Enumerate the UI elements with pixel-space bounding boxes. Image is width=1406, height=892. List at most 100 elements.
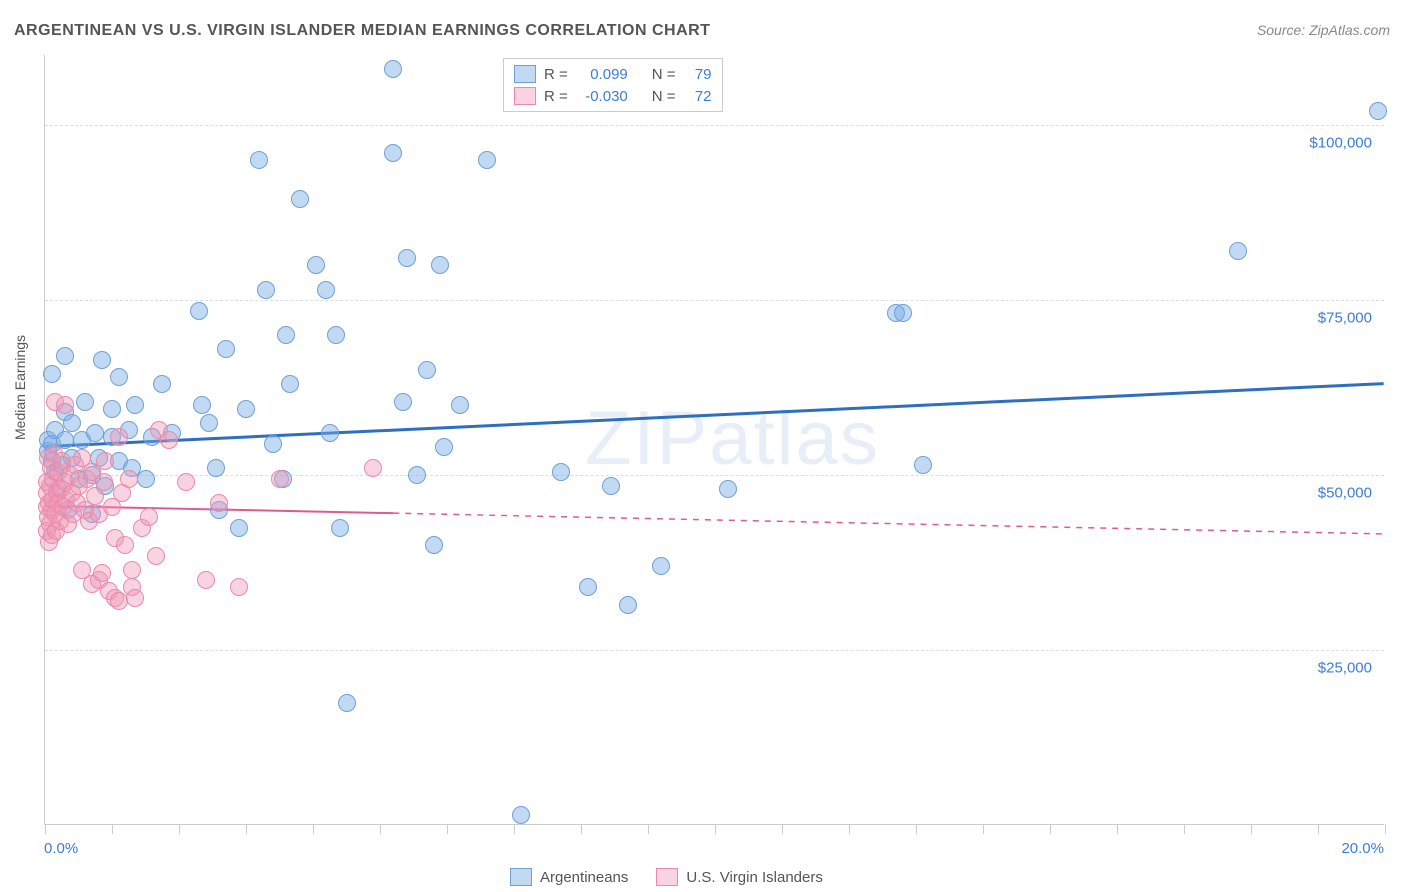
data-point <box>110 592 128 610</box>
data-point <box>338 694 356 712</box>
data-point <box>43 365 61 383</box>
data-point <box>93 564 111 582</box>
x-tick <box>112 824 113 834</box>
legend-r-label: R = <box>544 66 568 83</box>
x-tick <box>916 824 917 834</box>
legend-series: Argentineans U.S. Virgin Islanders <box>510 868 823 886</box>
data-point <box>451 396 469 414</box>
data-point <box>271 470 289 488</box>
legend-row: R = 0.099 N = 79 <box>514 63 712 85</box>
data-point <box>264 435 282 453</box>
legend-series-name: Argentineans <box>540 869 628 886</box>
x-tick <box>648 824 649 834</box>
x-axis-min-label: 0.0% <box>44 840 78 857</box>
legend-r-label: R = <box>544 88 568 105</box>
data-point <box>56 347 74 365</box>
legend-item: U.S. Virgin Islanders <box>656 868 822 886</box>
data-point <box>110 368 128 386</box>
data-point <box>307 256 325 274</box>
legend-swatch <box>656 868 678 886</box>
x-tick <box>45 824 46 834</box>
data-point <box>93 351 111 369</box>
data-point <box>331 519 349 537</box>
data-point <box>512 806 530 824</box>
trendline-extrapolated <box>393 513 1383 534</box>
x-tick <box>1184 824 1185 834</box>
data-point <box>63 414 81 432</box>
data-point <box>120 470 138 488</box>
legend-item: Argentineans <box>510 868 628 886</box>
x-tick <box>581 824 582 834</box>
data-point <box>257 281 275 299</box>
data-point <box>177 473 195 491</box>
y-tick-label: $25,000 <box>1318 660 1372 677</box>
data-point <box>317 281 335 299</box>
data-point <box>291 190 309 208</box>
data-point <box>321 424 339 442</box>
x-tick <box>983 824 984 834</box>
data-point <box>1229 242 1247 260</box>
data-point <box>652 557 670 575</box>
x-tick <box>849 824 850 834</box>
x-tick <box>715 824 716 834</box>
x-tick <box>447 824 448 834</box>
gridline <box>45 650 1384 651</box>
trendlines-layer <box>45 55 1384 824</box>
data-point <box>95 473 113 491</box>
legend-swatch <box>514 87 536 105</box>
data-point <box>408 466 426 484</box>
chart-title: ARGENTINEAN VS U.S. VIRGIN ISLANDER MEDI… <box>14 22 710 40</box>
data-point <box>230 519 248 537</box>
data-point <box>719 480 737 498</box>
data-point <box>364 459 382 477</box>
data-point <box>384 60 402 78</box>
data-point <box>237 400 255 418</box>
gridline <box>45 475 1384 476</box>
data-point <box>277 326 295 344</box>
data-point <box>230 578 248 596</box>
x-tick <box>1318 824 1319 834</box>
data-point <box>200 414 218 432</box>
data-point <box>552 463 570 481</box>
data-point <box>86 424 104 442</box>
y-tick-label: $75,000 <box>1318 310 1372 327</box>
data-point <box>126 396 144 414</box>
x-tick <box>313 824 314 834</box>
data-point <box>250 151 268 169</box>
x-tick <box>514 824 515 834</box>
legend-r-value: -0.030 <box>576 88 628 105</box>
x-tick <box>1385 824 1386 834</box>
data-point <box>140 508 158 526</box>
legend-n-label: N = <box>652 66 676 83</box>
data-point <box>123 561 141 579</box>
watermark-text: ZIPatlas <box>585 395 880 482</box>
x-tick <box>246 824 247 834</box>
data-point <box>207 459 225 477</box>
y-tick-label: $50,000 <box>1318 485 1372 502</box>
data-point <box>190 302 208 320</box>
x-tick <box>380 824 381 834</box>
plot-area: ZIPatlas R =0.099N =79R =-0.030N =72 $25… <box>44 55 1384 825</box>
data-point <box>435 438 453 456</box>
data-point <box>431 256 449 274</box>
legend-series-name: U.S. Virgin Islanders <box>686 869 822 886</box>
x-tick <box>782 824 783 834</box>
legend-r-value: 0.099 <box>576 66 628 83</box>
legend-n-value: 79 <box>684 66 712 83</box>
data-point <box>579 578 597 596</box>
data-point <box>197 571 215 589</box>
source-attribution: Source: ZipAtlas.com <box>1257 22 1390 38</box>
data-point <box>894 304 912 322</box>
data-point <box>1369 102 1387 120</box>
data-point <box>76 393 94 411</box>
data-point <box>153 375 171 393</box>
legend-row: R =-0.030N =72 <box>514 85 712 107</box>
data-point <box>137 470 155 488</box>
x-axis-max-label: 20.0% <box>1341 840 1384 857</box>
data-point <box>478 151 496 169</box>
data-point <box>126 589 144 607</box>
data-point <box>619 596 637 614</box>
data-point <box>56 396 74 414</box>
y-tick-label: $100,000 <box>1309 135 1372 152</box>
data-point <box>398 249 416 267</box>
